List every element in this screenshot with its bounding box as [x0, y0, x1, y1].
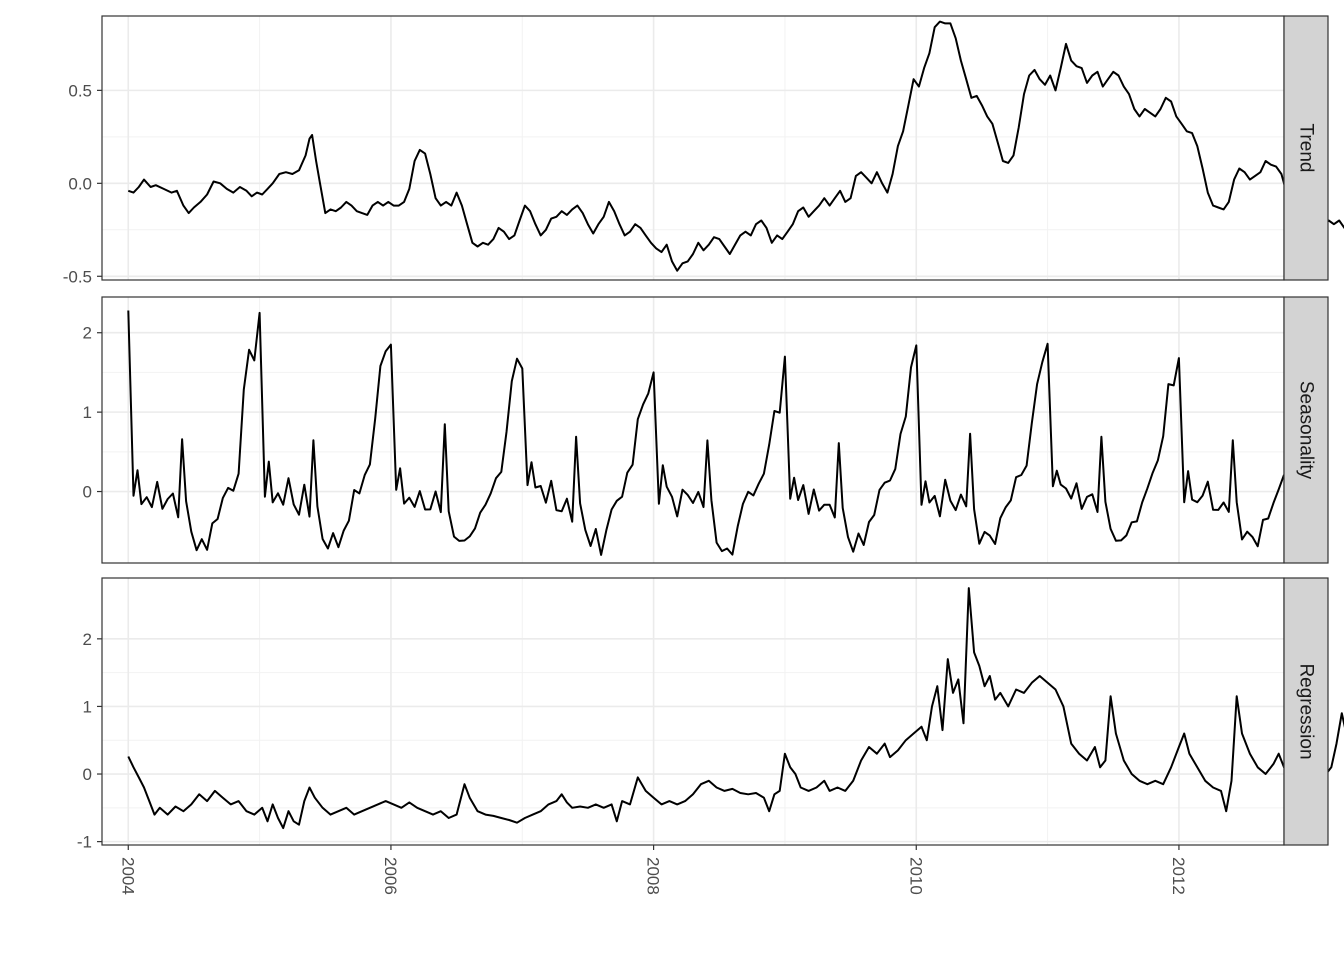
x-tick-label: 2008: [644, 857, 663, 895]
y-tick-label: 1: [83, 403, 92, 422]
facet-strip-label: Regression: [1296, 663, 1317, 759]
x-tick-label: 2004: [118, 857, 137, 895]
facet-strip: [1283, 15, 1329, 281]
y-tick-label: -1: [77, 833, 92, 852]
x-tick-label: 2006: [381, 857, 400, 895]
facet-strip-label: Trend: [1296, 124, 1317, 173]
y-tick-label: 1: [83, 697, 92, 716]
facet-strip: [1283, 296, 1329, 564]
plot-background: [102, 16, 1284, 280]
plot-background: [102, 578, 1284, 845]
y-tick-label: 2: [83, 324, 92, 343]
x-tick-label: 2012: [1169, 857, 1188, 895]
panel-seasonality: 0 1 2 Seasonality: [83, 296, 1329, 564]
plot-background: [102, 297, 1284, 563]
facet-strip-label: Seasonality: [1296, 381, 1317, 480]
regression-series-line: [127, 587, 1344, 830]
y-tick-label: 0: [83, 765, 92, 784]
facet-strip: [1283, 577, 1329, 846]
y-tick-label: 0.5: [68, 81, 92, 100]
y-tick-label: 0.0: [68, 174, 92, 193]
y-tick-label: 2: [83, 630, 92, 649]
y-tick-label: 0: [83, 483, 92, 502]
seasonality-series-line: [127, 310, 1285, 556]
x-tick-label: 2010: [906, 857, 925, 895]
panel-trend: -0.5 0.0 0.5 Trend: [63, 15, 1344, 286]
x-axis: 2004 2006 2008 2010 2012: [118, 845, 1188, 895]
y-tick-label: -0.5: [63, 267, 92, 286]
trend-series-line: [127, 20, 1344, 272]
facet-panels: -0.5 0.0 0.5 Trend 0 1 2 Seasonality -1 0 1 2 Regres…: [63, 15, 1344, 852]
panel-regression: -1 0 1 2 Regression: [77, 577, 1344, 852]
